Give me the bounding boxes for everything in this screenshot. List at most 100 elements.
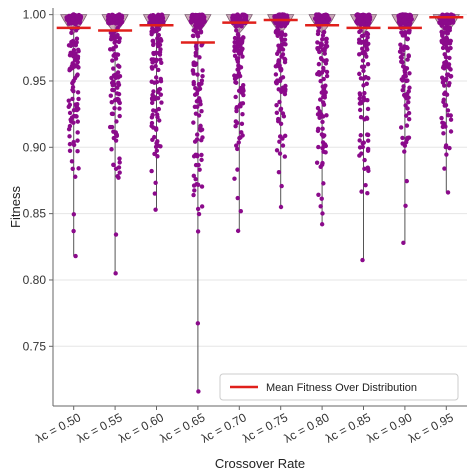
- legend: Mean Fitness Over Distribution: [219, 373, 459, 401]
- data-point: [196, 389, 201, 394]
- data-point: [110, 58, 115, 63]
- data-point: [75, 149, 80, 154]
- data-point: [116, 13, 122, 19]
- data-point: [442, 91, 447, 97]
- data-point: [154, 141, 159, 146]
- data-point: [197, 55, 202, 60]
- data-point: [68, 50, 73, 55]
- data-point: [111, 162, 116, 167]
- data-point: [117, 74, 123, 79]
- data-point: [283, 42, 288, 47]
- data-point: [319, 222, 325, 227]
- data-point: [75, 90, 81, 95]
- data-point: [67, 134, 72, 139]
- data-point: [276, 116, 281, 122]
- data-point: [441, 97, 446, 102]
- data-point: [113, 232, 119, 237]
- data-point: [115, 63, 121, 68]
- data-point: [198, 123, 203, 129]
- data-point: [110, 111, 116, 117]
- x-tick-label: λc = 0.65: [157, 410, 207, 446]
- data-point: [277, 139, 282, 144]
- data-point: [321, 144, 326, 149]
- data-point: [156, 87, 162, 92]
- data-point: [355, 13, 360, 19]
- data-point: [361, 94, 366, 100]
- data-point: [114, 91, 120, 96]
- data-point: [234, 106, 239, 111]
- data-point: [404, 123, 410, 128]
- data-point: [233, 123, 238, 129]
- data-point: [158, 144, 163, 149]
- data-point: [150, 66, 155, 71]
- data-point: [78, 14, 84, 19]
- data-point: [73, 253, 78, 259]
- data-point: [200, 68, 205, 73]
- data-point: [443, 41, 448, 47]
- data-point: [278, 66, 284, 71]
- data-point: [357, 71, 362, 77]
- data-point: [401, 84, 406, 89]
- data-point: [399, 13, 405, 19]
- data-point: [447, 65, 452, 71]
- data-point: [234, 120, 240, 126]
- data-point: [76, 166, 81, 171]
- data-point: [407, 22, 412, 27]
- data-point: [319, 42, 324, 47]
- data-point: [243, 15, 249, 21]
- data-point: [155, 15, 161, 21]
- data-point: [238, 208, 244, 214]
- data-point: [404, 96, 409, 101]
- data-point: [443, 144, 448, 150]
- mean-lines: [56, 16, 464, 44]
- data-point: [109, 36, 115, 41]
- data-point: [111, 53, 116, 58]
- data-point: [195, 206, 201, 212]
- data-point: [361, 76, 366, 81]
- data-point: [400, 135, 405, 141]
- data-point: [321, 181, 326, 186]
- data-point: [71, 228, 76, 234]
- data-point: [362, 166, 367, 172]
- data-point: [274, 80, 279, 85]
- data-point: [365, 166, 371, 172]
- data-point: [74, 107, 80, 113]
- data-point: [70, 42, 76, 47]
- data-point: [117, 100, 122, 106]
- x-axis-title: Crossover Rate: [215, 456, 305, 471]
- data-point: [360, 58, 366, 63]
- data-point: [110, 32, 116, 37]
- data-point: [232, 176, 237, 181]
- data-point: [362, 90, 367, 96]
- data-point: [364, 30, 369, 36]
- data-point: [445, 108, 451, 113]
- data-point: [357, 153, 362, 158]
- data-point: [147, 14, 153, 20]
- data-point: [320, 160, 325, 166]
- data-point: [357, 91, 362, 96]
- data-point: [196, 162, 201, 168]
- data-point: [114, 132, 119, 137]
- data-point: [365, 138, 371, 143]
- data-point: [405, 78, 410, 83]
- data-points: [64, 12, 456, 394]
- data-point: [117, 22, 122, 27]
- data-point: [315, 105, 321, 111]
- data-point: [193, 50, 198, 56]
- data-point: [108, 93, 114, 98]
- data-point: [69, 159, 75, 164]
- data-point: [193, 85, 198, 91]
- data-point: [316, 192, 321, 198]
- data-point: [240, 112, 245, 117]
- data-point: [197, 167, 202, 172]
- data-point: [357, 107, 363, 113]
- data-point: [69, 30, 74, 36]
- data-point: [324, 73, 330, 79]
- data-point: [151, 57, 156, 62]
- data-point: [151, 108, 156, 113]
- data-point: [279, 89, 284, 95]
- data-point: [194, 137, 200, 142]
- data-point: [359, 64, 365, 70]
- data-point: [196, 211, 202, 217]
- data-point: [320, 37, 325, 42]
